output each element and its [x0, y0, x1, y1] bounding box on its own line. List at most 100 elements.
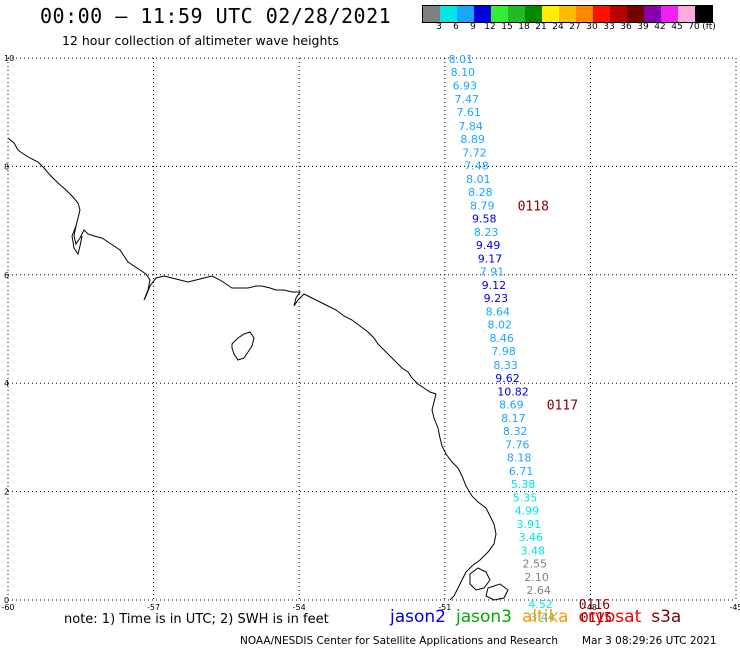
colorbar-swatch: [542, 6, 559, 22]
swh-value-label: 3.44: [530, 611, 555, 624]
colorbar-swatch: [593, 6, 610, 22]
colorbar-swatch: [576, 6, 593, 22]
latitude-tick-label: 4: [4, 379, 9, 388]
satellite-legend-item: jason3: [456, 607, 512, 627]
pass-time-label: 0116: [579, 598, 610, 613]
swh-value-label: 3.91: [517, 518, 542, 531]
latitude-tick-label: 8: [4, 162, 9, 171]
satellite-legend-item: jason2: [390, 607, 446, 627]
colorbar-legend: [422, 5, 713, 23]
swh-value-label: 8.18: [507, 451, 532, 464]
swh-value-label: 4.99: [515, 505, 540, 518]
colorbar-swatch: [644, 6, 661, 22]
colorbar-tick-label: 70: [688, 22, 700, 32]
swh-value-label: 9.49: [476, 239, 501, 252]
swh-value-label: 8.89: [460, 133, 485, 146]
south-america-coastline: [7, 137, 497, 601]
latitude-tick-label: 2: [4, 488, 9, 497]
swh-value-label: 9.23: [484, 292, 509, 305]
delta-islands: [469, 567, 509, 601]
swh-value-label: 7.84: [458, 120, 483, 133]
swh-value-label: 8.01: [466, 173, 491, 186]
footnote: note: 1) Time is in UTC; 2) SWH is in fe…: [64, 612, 329, 627]
longitude-tick-label: -45: [729, 603, 740, 612]
colorbar-swatch: [695, 6, 712, 22]
credit-line: NOAA/NESDIS Center for Satellite Applica…: [240, 635, 558, 647]
satellite-legend: jason2 jason3 altika cryosat s3a: [390, 607, 691, 627]
swh-value-label: 3.48: [521, 545, 546, 558]
latitude-tick-label: 6: [4, 271, 9, 280]
swh-value-label: 7.91: [480, 266, 505, 279]
swh-value-label: 8.33: [493, 359, 518, 372]
swh-value-label: 9.62: [495, 372, 520, 385]
colorbar-swatch: [508, 6, 525, 22]
swh-value-label: 8.17: [501, 412, 525, 425]
swh-value-label: 8.01: [449, 53, 474, 66]
swh-value-label: 2.64: [526, 584, 551, 597]
satellite-legend-item: cryosat: [578, 607, 642, 627]
swh-value-label: 2.10: [524, 571, 549, 584]
swh-value-label: 4.52: [528, 598, 553, 611]
colorbar-unit: (ft): [702, 22, 716, 32]
swh-value-label: 5.38: [511, 478, 535, 491]
island-shape: [231, 331, 255, 361]
swh-value-label: 5.35: [513, 492, 538, 505]
swh-value-label: 7.47: [455, 93, 480, 106]
swh-value-label: 2.55: [522, 558, 547, 571]
colorbar-swatch: [474, 6, 491, 22]
swh-value-label: 7.61: [456, 106, 481, 119]
colorbar-tick-label: 15: [501, 22, 513, 32]
longitude-tick-label: -60: [1, 603, 14, 612]
swh-value-label: 9.17: [478, 253, 503, 266]
coastline: [7, 137, 509, 601]
river-inlet: [71, 225, 83, 256]
colorbar-tick-label: 36: [620, 22, 632, 32]
colorbar-tick-label: 39: [637, 22, 649, 32]
swh-value-label: 7.72: [462, 146, 487, 159]
swh-value-label: 7.98: [491, 345, 515, 358]
colorbar-tick-label: 33: [603, 22, 615, 32]
latitude-tick-label: 0: [4, 596, 9, 605]
lat-lon-grid: [7, 57, 737, 601]
axis-tick-labels: -60 -57 -54 -51 -48 -45 0 2 4 6 8 10: [1, 54, 740, 612]
colorbar-tick-label: 45: [671, 22, 683, 32]
colorbar-tick-label: 21: [535, 22, 547, 32]
swh-value-label: 7.76: [505, 438, 530, 451]
colorbar-swatch: [525, 6, 542, 22]
swh-value-label: 9.58: [472, 212, 497, 225]
colorbar-swatch: [457, 6, 474, 22]
colorbar-tick-label: 6: [453, 22, 459, 32]
longitude-tick-label: -57: [147, 603, 160, 612]
pass-time-label: 0117: [547, 398, 578, 413]
colorbar-swatch: [661, 6, 678, 22]
swh-value-label: 9.12: [482, 279, 507, 292]
colorbar-tick-label: 9: [470, 22, 476, 32]
swh-value-label: 8.69: [499, 398, 524, 411]
generated-timestamp: Mar 3 08:29:26 UTC 2021: [582, 635, 717, 647]
colorbar-swatch: [491, 6, 508, 22]
colorbar-swatch: [627, 6, 644, 22]
pass-time-label: 0115: [581, 611, 612, 626]
swh-value-label: 10.82: [497, 385, 529, 398]
swh-value-label: 6.93: [453, 80, 478, 93]
satellite-track-values: 8.018.106.937.477.617.848.897.727.488.01…: [449, 53, 555, 624]
map-subtitle: 12 hour collection of altimeter wave hei…: [62, 33, 339, 48]
satellite-legend-item: altika: [522, 607, 569, 627]
satellite-legend-item: s3a: [651, 607, 682, 627]
colorbar-tick-label: 24: [552, 22, 564, 32]
map-title: 00:00 – 11:59 UTC 02/28/2021: [40, 4, 392, 28]
colorbar-tick-label: 18: [518, 22, 530, 32]
swh-value-label: 8.10: [451, 66, 476, 79]
colorbar-tick-label: 27: [569, 22, 581, 32]
colorbar-swatch: [440, 6, 457, 22]
colorbar-tick-label: 42: [654, 22, 666, 32]
pass-time-label: 0118: [518, 199, 549, 214]
swh-value-label: 6.71: [509, 465, 534, 478]
colorbar-tick-label: 30: [586, 22, 598, 32]
longitude-tick-label: -48: [584, 603, 597, 612]
swh-value-label: 8.79: [470, 199, 495, 212]
swh-value-label: 3.46: [519, 531, 544, 544]
longitude-tick-label: -54: [293, 603, 306, 612]
